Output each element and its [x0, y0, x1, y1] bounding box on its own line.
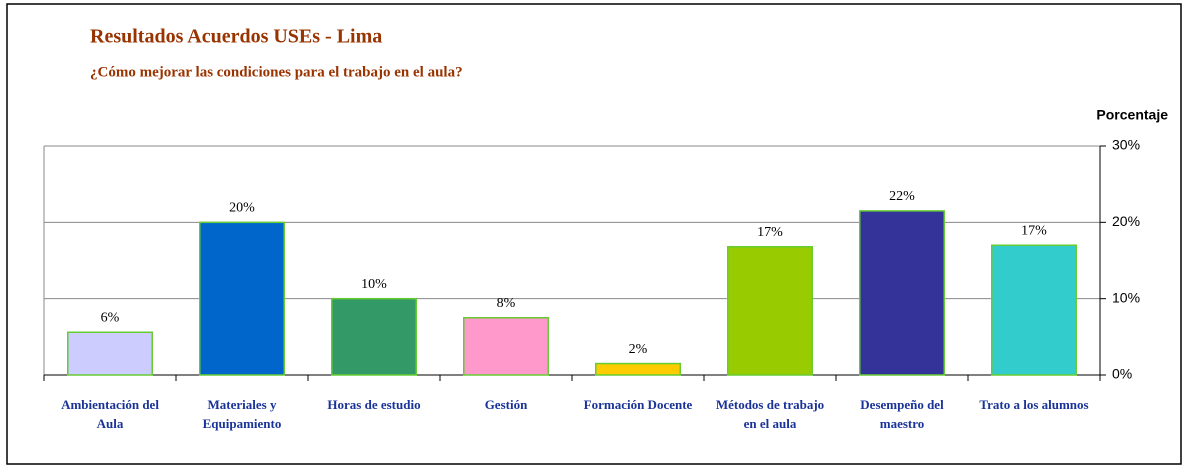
chart-frame [6, 3, 1182, 465]
chart-title: Resultados Acuerdos USEs - Lima [90, 26, 382, 48]
bar [991, 244, 1077, 376]
x-tick-label: Formación Docente [583, 397, 693, 412]
data-label: 20% [229, 201, 255, 216]
x-tick-label: Métodos de trabajo en el aula [715, 397, 825, 431]
bar [859, 210, 945, 376]
x-tick-label: Materiales y Equipamiento [202, 397, 282, 431]
x-tick-label: Gestión [484, 397, 528, 412]
x-tick-label: Ambientación del Aula [61, 397, 159, 431]
bar [595, 362, 681, 376]
y-tick-label: 20% [1112, 213, 1140, 229]
x-tick-label: Trato a los alumnos [979, 397, 1089, 412]
data-label: 17% [757, 225, 783, 240]
y-tick-label: 30% [1112, 137, 1140, 153]
y-axis-label: Porcentaje [1096, 107, 1168, 123]
y-tick-label: 0% [1112, 366, 1132, 382]
data-label: 17% [1021, 223, 1047, 238]
x-tick-label: Horas de estudio [327, 397, 421, 412]
bar [199, 221, 285, 376]
bar [67, 331, 153, 376]
data-label: 2% [629, 342, 648, 357]
data-label: 8% [497, 296, 516, 311]
bar [727, 246, 813, 376]
x-tick-label: Desempeño del maestro [860, 397, 944, 431]
bar [331, 297, 417, 376]
data-label: 10% [361, 277, 387, 292]
data-label: 6% [101, 310, 120, 325]
bar [463, 317, 549, 376]
chart-subtitle: ¿Cómo mejorar las condiciones para el tr… [90, 64, 463, 80]
y-tick-label: 10% [1112, 289, 1140, 305]
data-label: 22% [889, 189, 915, 204]
